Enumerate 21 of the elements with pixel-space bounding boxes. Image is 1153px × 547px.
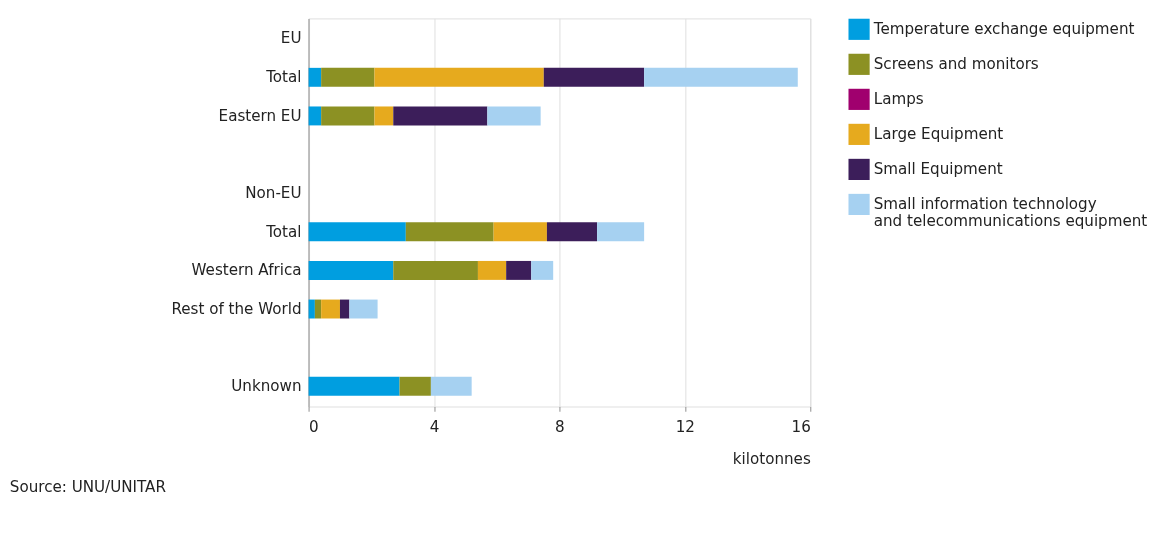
y-tick-label: Total [265,68,302,87]
x-tick-label: 12 [675,417,695,436]
legend-label: Large Equipment [873,125,1004,144]
y-tick-label: Unknown [231,377,302,395]
x-axis-title: kilotonnes [732,449,811,468]
legend-label: Small Equipment [873,160,1003,179]
legend-label: Lamps [873,90,924,109]
y-tick-label: Non-EU [245,183,302,202]
y-tick-label: Eastern EU [218,106,302,125]
y-tick-label: Western Africa [191,261,302,280]
x-tick-label: 4 [429,417,440,436]
y-tick-label: Rest of the World [171,299,302,318]
x-tick-label: 0 [309,417,319,436]
legend-label: Temperature exchange equipment [872,20,1135,39]
x-tick-label: 16 [791,417,811,436]
legend-label: Small information technology and telecommunications equipment [873,195,1148,231]
legend-label: Screens and monitors [873,55,1039,74]
y-tick-label: EU [280,29,302,48]
y-tick-label: Total [265,222,302,241]
x-tick-label: 8 [555,417,565,436]
source-note: Source: UNU/UNITAR [9,477,167,496]
